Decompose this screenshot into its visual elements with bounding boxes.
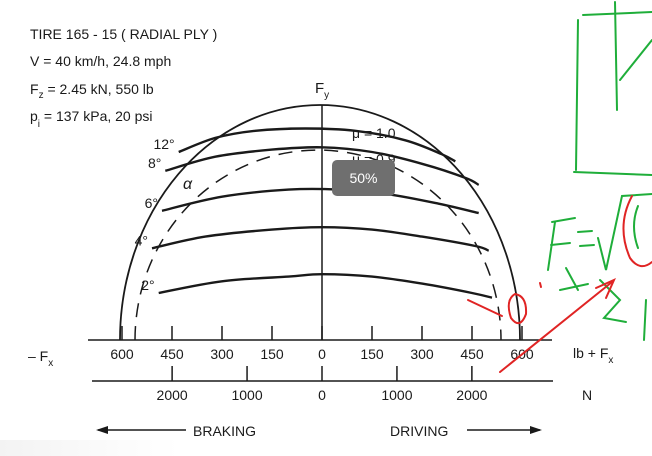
- green-stroke: [577, 230, 593, 233]
- green-annotation-strokes: [547, 1, 652, 341]
- slip-angle-labels: 12° 8° 6° 4° 2°: [135, 136, 175, 293]
- pressure-spec: pi = 137 kPa, 20 psi: [30, 108, 153, 130]
- green-stroke: [550, 242, 571, 246]
- envelope-mu-0-9: [134, 149, 502, 341]
- slip-curve-6deg: [161, 187, 479, 215]
- red-stroke: [539, 282, 542, 288]
- zoom-level-badge[interactable]: 50%: [332, 160, 395, 196]
- n-tick-label: 1000: [231, 387, 262, 403]
- red-stroke: [507, 293, 528, 325]
- green-stroke: [619, 39, 652, 81]
- fx-left-label: – Fx: [28, 348, 53, 369]
- tire-spec: TIRE 165 - 15 ( RADIAL PLY ): [30, 26, 217, 42]
- driving-label: DRIVING: [390, 423, 448, 439]
- driving-arrowhead: [530, 426, 542, 434]
- slip-curve-4deg: [151, 225, 490, 252]
- red-stroke: [499, 281, 613, 373]
- lb-tick-label: 600: [110, 346, 134, 362]
- lb-tick-label: 450: [460, 346, 484, 362]
- green-stroke: [643, 299, 647, 341]
- lb-tick-label: 0: [318, 346, 326, 362]
- envelope-mu-1-0: [119, 104, 521, 341]
- n-tick-group: 2000 1000 0 1000 2000: [157, 366, 488, 403]
- n-unit-label: N: [582, 387, 592, 403]
- slip-angle-label: 4°: [135, 232, 148, 248]
- green-stroke: [551, 217, 576, 223]
- lb-tick-label: 300: [210, 346, 234, 362]
- fx-right-label: lb + Fx: [573, 345, 613, 366]
- n-tick-label: 2000: [157, 387, 188, 403]
- slip-curve-12deg: [178, 127, 456, 163]
- n-tick-label: 2000: [456, 387, 487, 403]
- green-stroke: [599, 279, 627, 323]
- green-stroke: [597, 193, 652, 271]
- lb-tick-group: 600 450 300 150 0 150 300 450 600: [110, 326, 534, 362]
- green-stroke: [559, 267, 589, 291]
- slip-angle-label: 8°: [148, 155, 161, 171]
- speed-spec: V = 40 km/h, 24.8 mph: [30, 53, 171, 69]
- red-stroke: [595, 278, 616, 299]
- lb-tick-label: 150: [360, 346, 384, 362]
- lb-tick-label: 300: [410, 346, 434, 362]
- green-stroke: [614, 1, 618, 111]
- braking-arrowhead: [96, 426, 108, 434]
- load-spec: Fz = 2.45 kN, 550 lb: [30, 81, 154, 101]
- slip-angle-label: 2°: [141, 277, 154, 293]
- slip-angle-label: 6°: [145, 195, 158, 211]
- parameter-block: TIRE 165 - 15 ( RADIAL PLY ) V = 40 km/h…: [30, 26, 217, 130]
- red-stroke: [467, 299, 503, 317]
- fy-axis-label: Fy: [315, 80, 329, 101]
- slip-curve-8deg: [164, 146, 480, 186]
- alpha-label: α: [183, 176, 193, 193]
- slip-curve-2deg: [158, 272, 493, 299]
- slip-angle-label: 12°: [153, 136, 174, 152]
- lb-tick-label: 150: [260, 346, 284, 362]
- braking-label: BRAKING: [193, 423, 256, 439]
- red-stroke: [622, 195, 652, 268]
- green-stroke: [582, 11, 652, 16]
- n-tick-label: 0: [318, 387, 326, 403]
- red-annotation-strokes: [467, 195, 652, 373]
- green-stroke: [579, 244, 595, 247]
- n-tick-label: 1000: [381, 387, 412, 403]
- green-stroke: [573, 171, 652, 176]
- green-stroke: [633, 205, 639, 249]
- bottom-shading: [0, 440, 180, 456]
- green-stroke: [547, 221, 556, 271]
- lb-tick-label: 450: [160, 346, 184, 362]
- green-stroke: [575, 19, 579, 171]
